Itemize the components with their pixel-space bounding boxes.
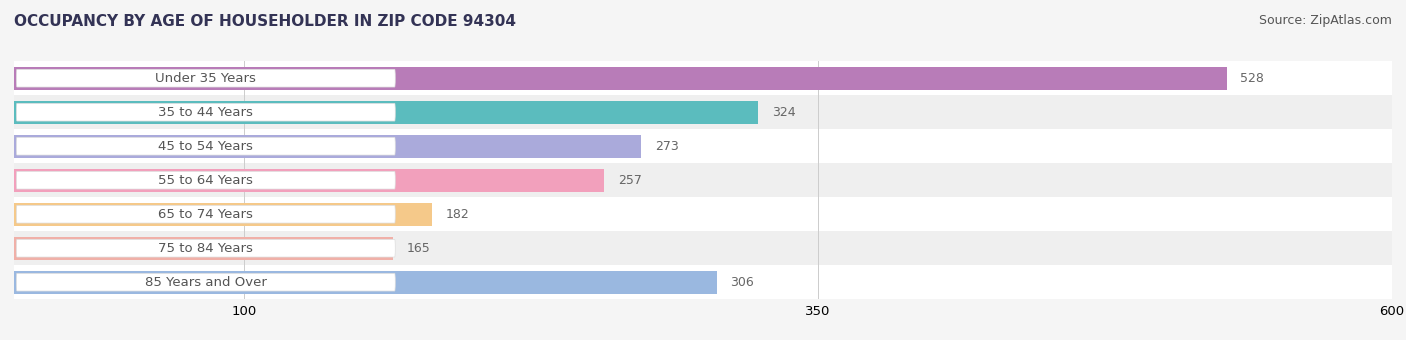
Text: 55 to 64 Years: 55 to 64 Years <box>159 174 253 187</box>
Bar <box>14 197 1392 231</box>
Text: 165: 165 <box>406 242 430 255</box>
Bar <box>14 95 1392 129</box>
Text: 528: 528 <box>1240 72 1264 85</box>
Bar <box>14 237 394 260</box>
Text: 45 to 54 Years: 45 to 54 Years <box>159 140 253 153</box>
Bar <box>14 169 605 192</box>
FancyBboxPatch shape <box>17 205 395 223</box>
FancyBboxPatch shape <box>17 171 395 189</box>
FancyBboxPatch shape <box>17 69 395 87</box>
Bar <box>14 129 1392 163</box>
Text: 85 Years and Over: 85 Years and Over <box>145 276 267 289</box>
Text: OCCUPANCY BY AGE OF HOUSEHOLDER IN ZIP CODE 94304: OCCUPANCY BY AGE OF HOUSEHOLDER IN ZIP C… <box>14 14 516 29</box>
Bar <box>14 101 758 124</box>
Bar <box>14 265 1392 299</box>
FancyBboxPatch shape <box>17 273 395 291</box>
Text: 35 to 44 Years: 35 to 44 Years <box>159 106 253 119</box>
Bar <box>14 271 717 294</box>
Text: Under 35 Years: Under 35 Years <box>156 72 256 85</box>
Text: 182: 182 <box>446 208 470 221</box>
Text: 257: 257 <box>619 174 643 187</box>
Bar <box>14 203 432 226</box>
Text: 324: 324 <box>772 106 796 119</box>
Bar <box>14 231 1392 265</box>
Bar <box>14 163 1392 197</box>
Bar <box>14 67 1226 90</box>
Bar <box>14 135 641 158</box>
Text: 65 to 74 Years: 65 to 74 Years <box>159 208 253 221</box>
FancyBboxPatch shape <box>17 103 395 121</box>
Bar <box>14 61 1392 95</box>
Text: 306: 306 <box>731 276 754 289</box>
Text: 75 to 84 Years: 75 to 84 Years <box>159 242 253 255</box>
FancyBboxPatch shape <box>17 239 395 257</box>
Text: 273: 273 <box>655 140 679 153</box>
Text: Source: ZipAtlas.com: Source: ZipAtlas.com <box>1258 14 1392 27</box>
FancyBboxPatch shape <box>17 137 395 155</box>
